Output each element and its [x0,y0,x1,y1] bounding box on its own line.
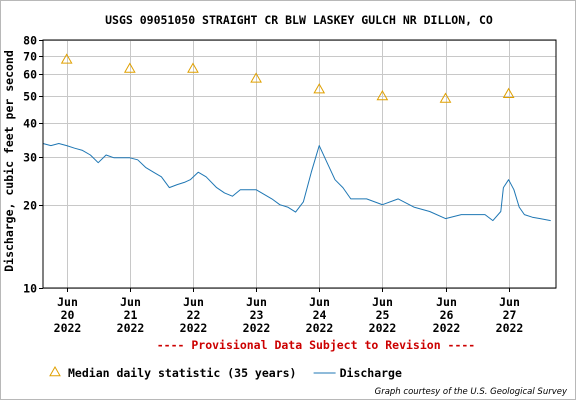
median-marker [439,92,452,103]
x-tick-label: Jun [183,295,204,309]
x-tick-label: 2022 [306,321,334,335]
median-marker [313,83,326,94]
x-tick-label: 2022 [433,321,461,335]
y-tick-label: 50 [23,90,37,104]
legend: Median daily statistic (35 years) Dischar… [49,365,402,380]
x-tick-label: 26 [440,308,454,322]
x-tick-label: 2022 [117,321,145,335]
x-axis-ticks: Jun202022Jun212022Jun222022Jun232022Jun2… [54,288,524,335]
chart-title: USGS 09051050 STRAIGHT CR BLW LASKEY GUL… [105,13,493,27]
y-tick-label: 60 [23,68,37,82]
credit-text: Graph courtesy of the U.S. Geological Su… [375,387,568,397]
legend-discharge-label: Discharge [340,366,402,380]
x-tick-label: 2022 [180,321,208,335]
legend-median-label: Median daily statistic (35 years) [68,366,296,380]
grid-lines [43,40,556,289]
x-tick-label: 20 [61,308,75,322]
x-tick-label: Jun [57,295,78,309]
x-tick-label: Jun [436,295,457,309]
y-tick-label: 40 [23,117,37,131]
y-tick-label: 80 [23,34,37,48]
x-tick-label: 22 [187,308,201,322]
series-layer [42,53,551,222]
median-marker [376,90,389,101]
provisional-notice: ---- Provisional Data Subject to Revisio… [157,338,476,352]
x-tick-label: Jun [309,295,330,309]
y-tick-label: 30 [23,151,37,165]
x-tick-label: Jun [246,295,267,309]
x-tick-label: 24 [313,308,327,322]
x-tick-label: 27 [503,308,517,322]
plot-border [42,39,557,289]
median-marker [123,62,136,73]
median-marker [187,62,199,73]
x-tick-label: Jun [120,295,141,309]
legend-median-swatch [49,365,61,377]
y-axis-ticks: 10 20 30 40 50 60 70 80 [23,34,43,296]
y-tick-label: 70 [23,50,37,64]
discharge-line [42,143,551,222]
y-tick-label: 10 [23,282,37,296]
median-marker [60,53,73,64]
x-tick-label: 2022 [369,321,397,335]
x-tick-label: 23 [250,308,264,322]
x-tick-label: Jun [372,295,393,309]
median-marker [502,87,515,98]
x-tick-label: 21 [124,308,138,322]
y-axis-label: Discharge, cubic feet per second [2,50,16,272]
x-tick-label: 25 [376,308,390,322]
median-marker [250,72,262,83]
y-tick-label: 20 [23,199,37,213]
x-tick-label: 2022 [54,321,82,335]
x-tick-label: Jun [499,295,520,309]
x-tick-label: 2022 [496,321,524,335]
x-tick-label: 2022 [243,321,271,335]
